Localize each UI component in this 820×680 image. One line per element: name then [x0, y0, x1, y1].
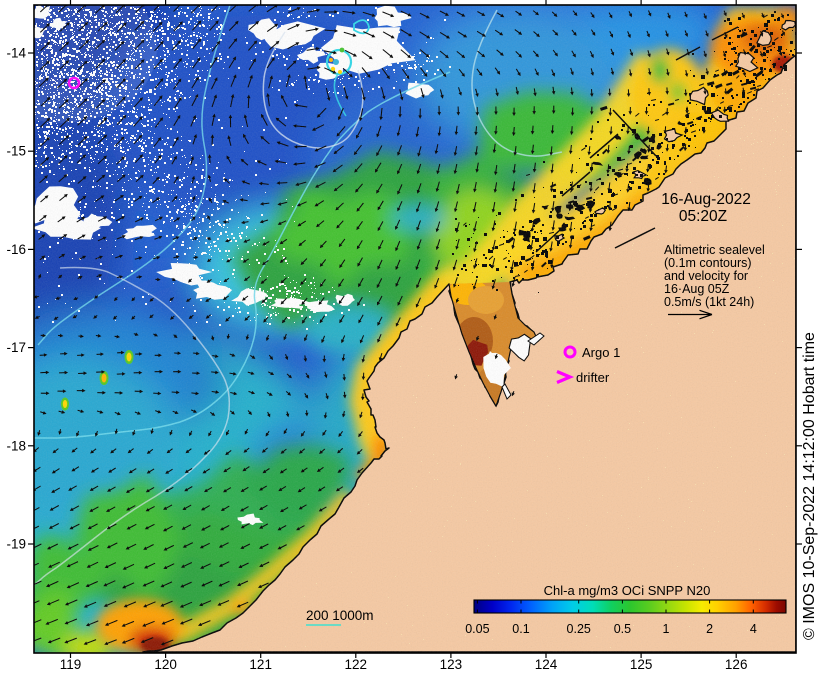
svg-text:Chl-a mg/m3 OCi SNPP N20: Chl-a mg/m3 OCi SNPP N20 — [544, 583, 711, 598]
svg-text:16·Aug 05Z: 16·Aug 05Z — [664, 282, 730, 296]
svg-text:119: 119 — [60, 657, 82, 672]
svg-text:0.25: 0.25 — [567, 622, 591, 636]
svg-text:Argo 1: Argo 1 — [582, 345, 620, 360]
svg-text:0.1: 0.1 — [512, 622, 529, 636]
svg-text:drifter: drifter — [576, 370, 610, 385]
svg-text:16-Aug-2022: 16-Aug-2022 — [661, 191, 751, 208]
svg-text:(0.1m contours): (0.1m contours) — [664, 256, 752, 270]
svg-text:© IMOS 10-Sep-2022 14:12:00 Ho: © IMOS 10-Sep-2022 14:12:00 Hobart time — [801, 332, 818, 640]
svg-text:0.5m/s (1kt 24h): 0.5m/s (1kt 24h) — [664, 295, 754, 309]
svg-text:Altimetric sealevel: Altimetric sealevel — [664, 243, 765, 257]
svg-text:-18: -18 — [6, 438, 26, 453]
svg-text:124: 124 — [535, 657, 558, 672]
svg-text:and velocity for: and velocity for — [664, 269, 748, 283]
svg-text:-15: -15 — [6, 144, 26, 159]
svg-text:-19: -19 — [6, 537, 26, 552]
svg-text:200 1000m: 200 1000m — [306, 608, 374, 623]
svg-text:121: 121 — [249, 657, 272, 672]
svg-text:4: 4 — [750, 622, 757, 636]
svg-text:1: 1 — [663, 622, 670, 636]
svg-text:-17: -17 — [6, 340, 26, 355]
svg-text:122: 122 — [345, 657, 368, 672]
svg-text:-16: -16 — [6, 242, 26, 257]
svg-text:125: 125 — [630, 657, 653, 672]
svg-text:126: 126 — [725, 657, 748, 672]
svg-text:-14: -14 — [6, 46, 26, 61]
svg-text:123: 123 — [440, 657, 463, 672]
svg-text:0.5: 0.5 — [614, 622, 631, 636]
svg-text:05:20Z: 05:20Z — [679, 208, 727, 225]
svg-text:2: 2 — [706, 622, 713, 636]
svg-text:0.05: 0.05 — [465, 622, 489, 636]
svg-text:120: 120 — [154, 657, 177, 672]
